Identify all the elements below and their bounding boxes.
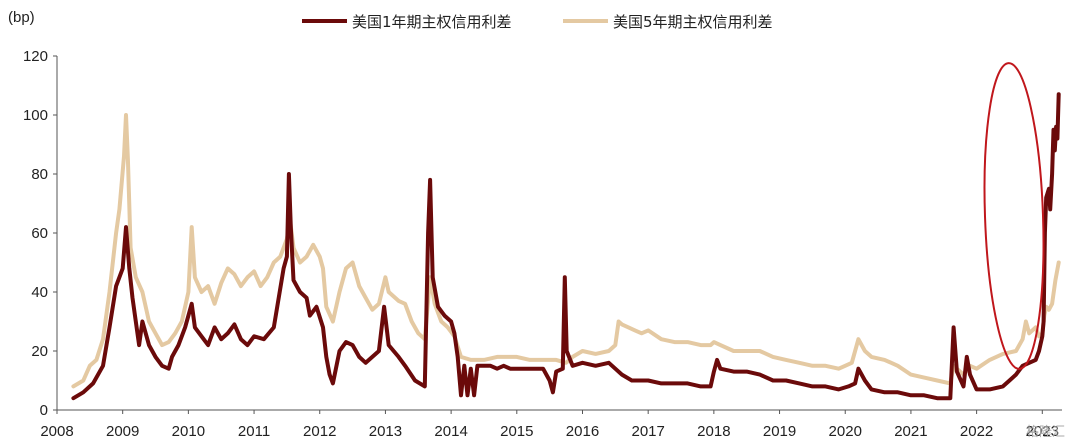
x-tick-label: 2022 [960, 423, 993, 440]
x-tick-label: 2014 [434, 423, 467, 440]
series-line-1y-spread [71, 92, 1061, 401]
legend: 美国1年期主权信用利差 美国5年期主权信用利差 [302, 13, 773, 31]
legend-label-1y: 美国1年期主权信用利差 [352, 13, 512, 31]
y-tick-label: 80 [31, 166, 48, 183]
x-tick-label: 2020 [829, 423, 862, 440]
highlight-ellipse [983, 62, 1045, 370]
x-tick-label: 2023 [1026, 423, 1059, 440]
legend-label-5y: 美国5年期主权信用利差 [613, 13, 773, 31]
axes: 0 20 40 60 80 100 120 2008 2009 2010 2011 2012 2013 2… [23, 48, 1062, 440]
y-tick-label: 40 [31, 284, 48, 301]
x-tick-label: 2016 [566, 423, 599, 440]
x-tick-label: 2011 [238, 423, 270, 440]
annotation-layer [983, 62, 1045, 370]
series-line-5y-spread [71, 113, 1061, 389]
x-tick-label: 2019 [763, 423, 796, 440]
series-layer [71, 92, 1061, 401]
y-tick-label: 120 [23, 48, 48, 65]
y-tick-label: 20 [31, 343, 48, 360]
x-tick-label: 2018 [697, 423, 730, 440]
y-tick-label: 0 [40, 402, 48, 419]
x-tick-label: 2017 [631, 423, 664, 440]
y-tick-label: 60 [31, 225, 48, 242]
y-unit-label: (bp) [8, 9, 35, 26]
x-tick-label: 2013 [369, 423, 402, 440]
x-tick-label: 2009 [106, 423, 139, 440]
x-tick-label: 2012 [303, 423, 336, 440]
y-tick-label: 100 [23, 107, 48, 124]
watermark-text: 格隆汇 [1026, 424, 1065, 440]
x-tick-label: 2015 [500, 423, 533, 440]
x-tick-label: 2008 [40, 423, 73, 440]
x-tick-label: 2010 [172, 423, 205, 440]
x-tick-label: 2021 [894, 423, 927, 440]
